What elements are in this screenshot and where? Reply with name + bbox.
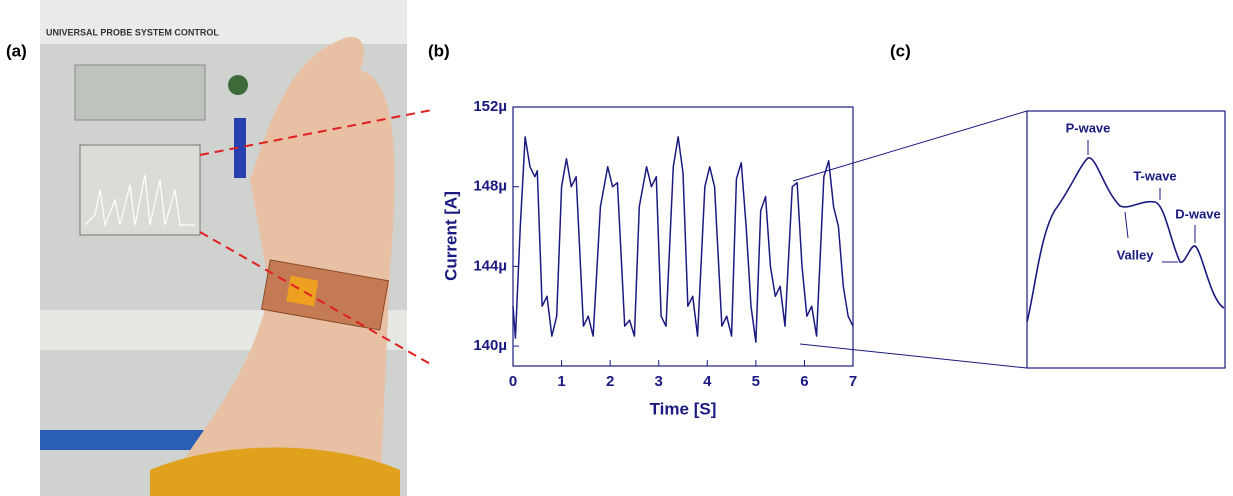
x-tick-label: 4 — [703, 373, 712, 390]
annotation: Valley — [1117, 247, 1155, 262]
x-tick-label: 5 — [752, 373, 760, 390]
window-bar — [40, 0, 407, 44]
thumb-trace — [84, 174, 195, 228]
chart-thumb — [79, 144, 201, 236]
zoom-line — [799, 343, 1028, 369]
indicator — [228, 75, 248, 95]
x-tick-label: 7 — [849, 373, 857, 390]
annotation: T-wave — [1133, 168, 1176, 183]
window-title: UNIVERSAL PROBE SYSTEM CONTROL — [46, 27, 219, 37]
y-tick-label: 148µ — [473, 178, 507, 195]
zoom-line — [792, 110, 1028, 182]
x-tick-label: 0 — [509, 373, 517, 390]
x-tick-label: 2 — [606, 373, 614, 390]
y-axis-title: Current [A] — [441, 191, 460, 281]
panel-label: (b) — [428, 41, 450, 60]
zoom-frame — [1026, 110, 1226, 369]
panel-label: (c) — [890, 41, 911, 60]
line-series — [512, 136, 854, 343]
y-tick-label: 140µ — [473, 337, 507, 354]
annotation: P-wave — [1066, 120, 1111, 135]
y-tick-label: 144µ — [473, 257, 507, 274]
x-tick-label: 1 — [557, 373, 565, 390]
sensor — [286, 275, 319, 307]
zoom-panel: P-wave T-wave D-wave Valley — [1026, 110, 1226, 369]
x-axis-title: Time [S] — [650, 399, 717, 418]
panel-label: (a) — [6, 41, 27, 60]
photo: UNIVERSAL PROBE SYSTEM CONTROL — [40, 0, 407, 496]
arrow — [1124, 211, 1129, 239]
zoom-trace — [1026, 157, 1225, 323]
annotation: D-wave — [1175, 206, 1221, 221]
plot-frame — [512, 106, 854, 367]
callout-line — [199, 109, 433, 156]
x-tick-label: 6 — [800, 373, 808, 390]
gauge — [234, 118, 246, 178]
chart-thumb — [74, 64, 206, 121]
x-tick-label: 3 — [655, 373, 663, 390]
taskbar — [40, 430, 240, 450]
sleeve — [150, 447, 400, 496]
y-tick-label: 152µ — [473, 98, 507, 115]
